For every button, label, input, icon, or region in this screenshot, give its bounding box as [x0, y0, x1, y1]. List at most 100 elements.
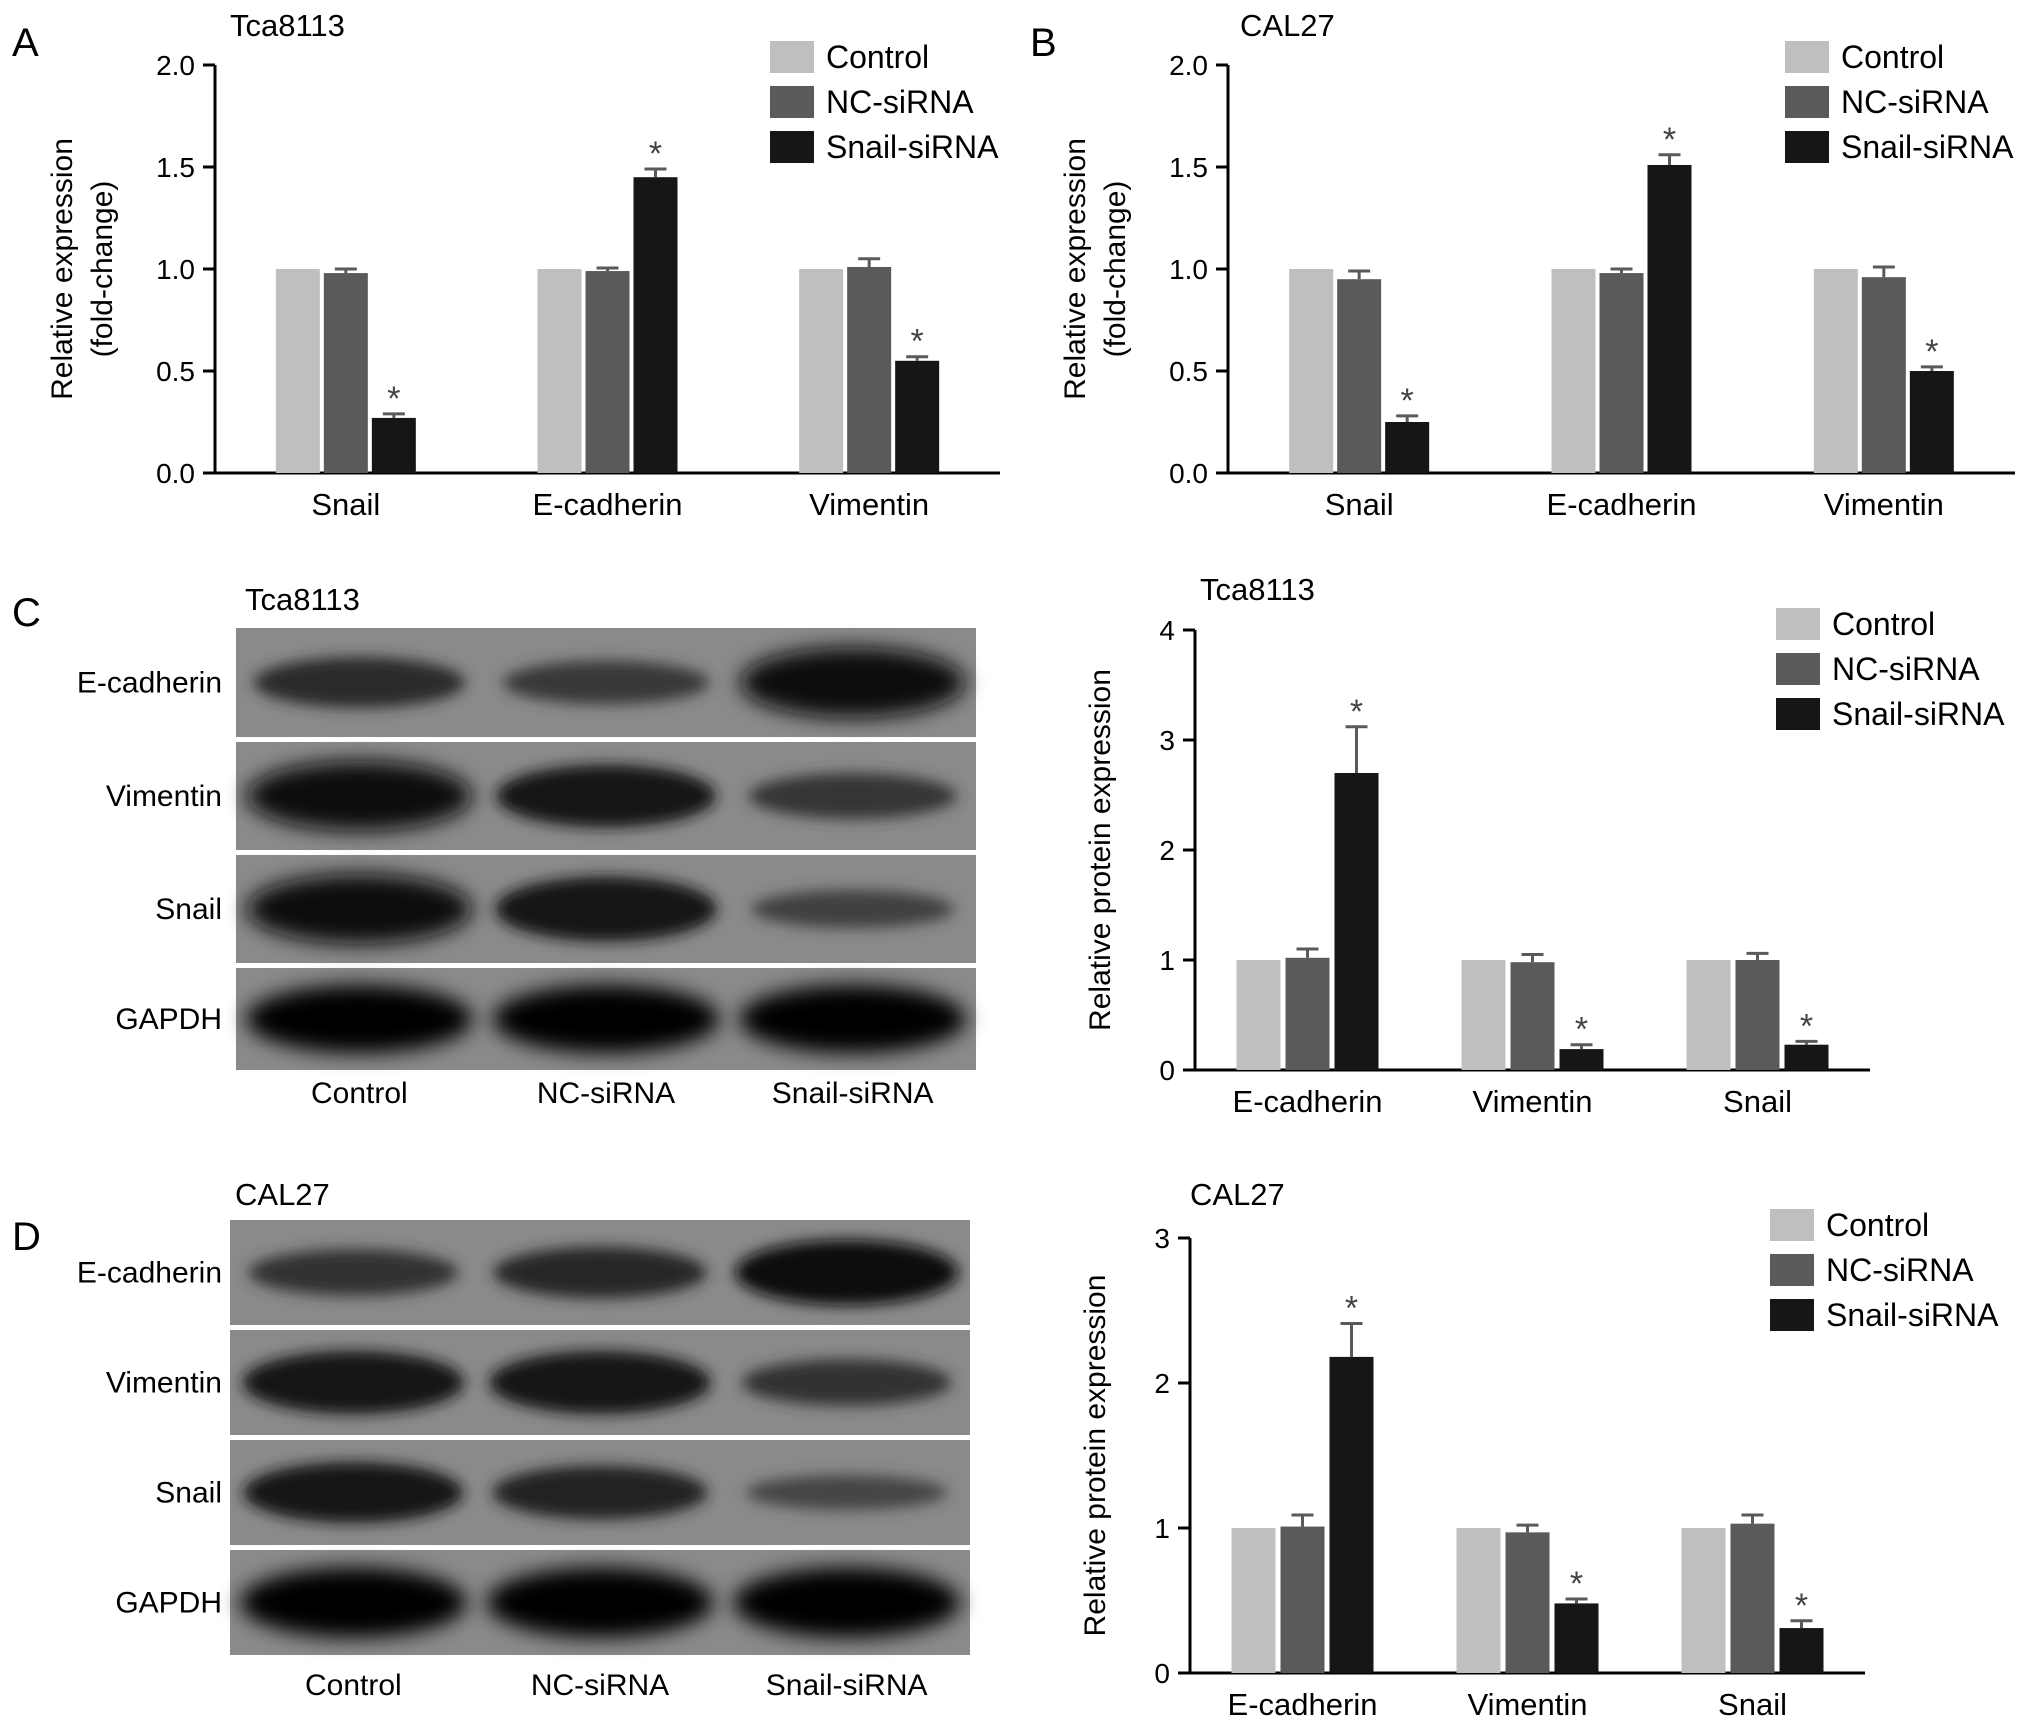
legend-swatch: [1776, 608, 1820, 640]
blot-band: [243, 1462, 464, 1523]
blot-title: CAL27: [235, 1177, 330, 1212]
legend-label: Snail-siRNA: [1832, 696, 2005, 732]
legend-label: Snail-siRNA: [826, 129, 999, 165]
blot-lane-label: NC-siRNA: [537, 1077, 675, 1110]
chart-title: Tca8113: [230, 8, 345, 43]
legend-label: Snail-siRNA: [1826, 1297, 1999, 1333]
legend-label: NC-siRNA: [826, 84, 974, 120]
blot-row-label: E-cadherin: [77, 1257, 222, 1290]
bar: [799, 269, 844, 473]
y-axis-title: Relative expression: [1059, 138, 1092, 400]
y-tick-label: 0.0: [156, 458, 195, 489]
bar: [1730, 1523, 1775, 1673]
blot-band: [740, 647, 966, 718]
blot-band: [489, 1350, 711, 1415]
bar: [1681, 1528, 1726, 1673]
y-tick-label: 0.0: [1169, 458, 1208, 489]
bar: [1909, 371, 1954, 473]
blot-band: [242, 1350, 465, 1415]
legend-label: Control: [1826, 1207, 1929, 1243]
bar: [1599, 273, 1644, 473]
category-label: Vimentin: [1824, 487, 1944, 522]
bar: [1329, 1356, 1374, 1673]
y-tick-label: 3: [1154, 1223, 1170, 1254]
bar: [1385, 422, 1430, 473]
chart-title: Tca8113: [1200, 572, 1315, 607]
bar: [847, 266, 892, 473]
y-axis-title: Relative protein expression: [1084, 669, 1117, 1031]
significance-marker: *: [649, 135, 662, 173]
significance-marker: *: [1401, 382, 1414, 420]
y-axis-title-line2: (fold-change): [1099, 181, 1132, 358]
bar: [1236, 960, 1281, 1070]
blot-band: [248, 1249, 459, 1296]
y-tick-label: 1.0: [1169, 254, 1208, 285]
bar: [1510, 962, 1555, 1070]
bar: [1334, 773, 1379, 1070]
y-tick-label: 2.0: [156, 50, 195, 81]
bar: [1813, 269, 1858, 473]
legend-swatch: [1785, 41, 1829, 73]
legend-label: NC-siRNA: [1832, 651, 1980, 687]
blot-band: [486, 1567, 714, 1638]
bar: [1231, 1528, 1276, 1673]
blot-band: [493, 1246, 707, 1299]
significance-marker: *: [1800, 1007, 1813, 1045]
blot-band: [492, 984, 720, 1054]
y-tick-label: 1.5: [1169, 152, 1208, 183]
blot-lane-label: Control: [311, 1077, 408, 1110]
y-tick-label: 2: [1154, 1368, 1170, 1399]
significance-marker: *: [1925, 333, 1938, 371]
blot-row-label: Vimentin: [106, 1367, 222, 1400]
y-tick-label: 2.0: [1169, 50, 1208, 81]
blot-band: [746, 1475, 948, 1510]
panel-letter-b: B: [1030, 21, 1057, 65]
significance-marker: *: [1795, 1587, 1808, 1625]
blot-band: [733, 1567, 961, 1638]
y-tick-label: 1: [1154, 1513, 1170, 1544]
bar: [1285, 957, 1330, 1070]
legend-swatch: [1776, 698, 1820, 730]
panel-letter-a: A: [12, 21, 39, 65]
legend-label: NC-siRNA: [1826, 1252, 1974, 1288]
blot-band: [246, 874, 472, 944]
bar: [585, 271, 630, 473]
bar: [1686, 960, 1731, 1070]
panel-letter-c: C: [12, 591, 41, 635]
y-tick-label: 3: [1159, 725, 1175, 756]
y-axis-title: Relative expression: [46, 138, 79, 400]
bar: [1861, 277, 1906, 473]
legend-swatch: [770, 41, 814, 73]
category-label: E-cadherin: [1228, 1687, 1378, 1722]
bar: [895, 360, 940, 473]
legend-swatch: [1770, 1209, 1814, 1241]
category-label: E-cadherin: [533, 487, 683, 522]
y-tick-label: 0.5: [1169, 356, 1208, 387]
bar: [1554, 1603, 1599, 1673]
bar: [1779, 1628, 1824, 1673]
blot-title: Tca8113: [245, 582, 360, 617]
blot-band: [239, 1567, 467, 1638]
legend-label: NC-siRNA: [1841, 84, 1989, 120]
chart-b: CAL27 0.0 0.5 1.0 1.5 2.0 Relative expression(…: [1059, 8, 2015, 522]
blot-row-label: GAPDH: [115, 1003, 222, 1036]
panel-letter-d: D: [12, 1215, 41, 1259]
blot-band: [748, 773, 957, 819]
blot-band: [492, 1465, 708, 1520]
y-tick-label: 0: [1154, 1658, 1170, 1689]
y-tick-label: 1.0: [156, 254, 195, 285]
blot-band: [741, 1359, 952, 1406]
chart-a: Tca8113 0.0 0.5 1.0 1.5 2.0 Relative expressio…: [46, 8, 1000, 522]
chart-title: CAL27: [1240, 8, 1335, 43]
bar: [1735, 960, 1780, 1070]
chart-title: CAL27: [1190, 1177, 1285, 1212]
significance-marker: *: [1345, 1290, 1358, 1328]
blot-row-label: Snail: [155, 893, 222, 926]
blot-band: [739, 984, 967, 1054]
significance-marker: *: [1575, 1011, 1588, 1049]
blot-band: [246, 761, 472, 831]
blot-band: [495, 764, 717, 828]
significance-marker: *: [911, 323, 924, 361]
y-axis-title: Relative protein expression: [1079, 1275, 1112, 1637]
